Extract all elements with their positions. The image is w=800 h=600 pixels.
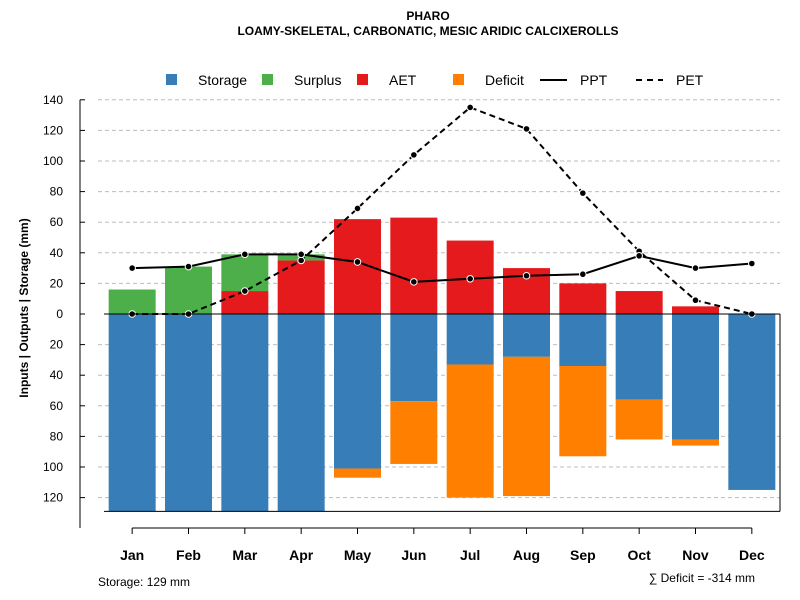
ppt-point (748, 259, 756, 268)
legend-label-ppt: PPT (580, 72, 608, 88)
aet-bar-may (334, 219, 381, 314)
pet-point (241, 287, 249, 295)
y-tick-label: 20 (50, 276, 64, 290)
pet-line (132, 106, 753, 315)
y-tick-label: 100 (43, 154, 63, 168)
storage-label: Storage: 129 mm (98, 575, 190, 589)
ppt-point (410, 278, 418, 286)
y-tick-label: 120 (43, 123, 63, 137)
month-label-jul: Jul (460, 547, 480, 563)
y-tick-label: 0 (56, 307, 63, 321)
deficit-bar-jul (446, 364, 494, 498)
pet-point (353, 204, 362, 213)
legend-swatch-deficit (453, 74, 464, 85)
ppt-point (241, 250, 249, 259)
pet-point (691, 296, 700, 305)
deficit-total-label: ∑ Deficit = -314 mm (649, 571, 755, 585)
deficit-bar-jun (390, 401, 438, 464)
chart-title: PHARO (406, 9, 449, 23)
y-tick-label: 80 (50, 185, 64, 199)
legend-label-pet: PET (676, 72, 704, 88)
storage-bar-oct (615, 314, 663, 400)
surplus-bar-feb (165, 266, 212, 314)
ppt-point (579, 270, 587, 279)
storage-bar-may (334, 314, 381, 469)
storage-bar-jun (390, 314, 438, 402)
storage-bar-jan (108, 314, 156, 512)
legend-label-storage: Storage (198, 72, 247, 88)
ppt-point (522, 271, 531, 280)
y-tick-label: 40 (50, 368, 64, 382)
y-tick-label: 120 (43, 491, 63, 505)
ppt-point (466, 275, 474, 283)
ppt-point (297, 250, 305, 259)
ppt-point (184, 262, 193, 271)
storage-bar-sep (559, 314, 607, 367)
deficit-bar-oct (615, 399, 663, 440)
storage-bar-nov (672, 314, 719, 440)
series-lines (128, 103, 756, 318)
pet-point (522, 125, 531, 133)
y-tick-label: 60 (50, 215, 64, 229)
storage-bar-jul (446, 314, 494, 365)
y-axis-title: Inputs | Outputs | Storage (mm) (17, 218, 31, 397)
deficit-bar-sep (559, 366, 607, 457)
month-label-feb: Feb (176, 547, 201, 563)
deficit-bar-nov (672, 439, 719, 446)
y-tick-label: 140 (43, 93, 63, 107)
bars (108, 217, 776, 512)
aet-bar-nov (672, 306, 719, 314)
storage-bar-feb (165, 314, 212, 512)
surplus-bar-mar (221, 254, 269, 292)
legend-swatch-surplus (262, 74, 273, 85)
month-label-mar: Mar (232, 547, 257, 563)
y-tick-label: 20 (50, 338, 64, 352)
axes: 0 20 40 60 80 100 120 140 20 40 60 80 100 120 Jan Feb Ma… (43, 93, 781, 563)
legend-swatch-storage (166, 74, 177, 85)
storage-bar-mar (221, 314, 269, 512)
ppt-point (128, 264, 136, 272)
legend-label-deficit: Deficit (485, 72, 524, 88)
storage-bar-apr (277, 314, 325, 512)
ppt-point (635, 252, 643, 260)
month-label-dec: Dec (739, 547, 765, 563)
storage-bar-aug (503, 314, 550, 357)
storage-bar-dec (728, 314, 776, 490)
legend-swatch-aet (357, 74, 368, 85)
aet-bar-oct (615, 291, 663, 314)
y-tick-label: 100 (43, 460, 63, 474)
month-label-apr: Apr (289, 547, 314, 563)
legend: Storage Surplus AET Deficit PPT PET (166, 72, 704, 88)
ppt-line (132, 253, 752, 283)
month-label-aug: Aug (513, 547, 540, 563)
pet-point (579, 189, 587, 197)
legend-label-aet: AET (389, 72, 417, 88)
pet-point (410, 151, 418, 159)
month-label-oct: Oct (627, 547, 651, 563)
surplus-bar-jan (108, 289, 156, 314)
pet-point (297, 256, 305, 265)
month-label-jun: Jun (401, 547, 426, 563)
aet-bar-jun (390, 217, 438, 314)
month-label-jan: Jan (120, 547, 144, 563)
month-label-sep: Sep (570, 547, 596, 563)
deficit-bar-may (334, 468, 381, 478)
ppt-point (691, 264, 700, 272)
aet-bar-sep (559, 283, 607, 314)
legend-label-surplus: Surplus (294, 72, 341, 88)
y-tick-label: 80 (50, 429, 64, 443)
month-label-nov: Nov (682, 547, 709, 563)
month-label-may: May (344, 547, 371, 563)
y-tick-label: 60 (50, 399, 64, 413)
ppt-point (353, 258, 362, 266)
pet-point (466, 103, 474, 112)
y-tick-label: 40 (50, 246, 64, 260)
chart-subtitle: LOAMY-SKELETAL, CARBONATIC, MESIC ARIDIC… (237, 24, 618, 38)
deficit-bar-aug (503, 356, 550, 497)
